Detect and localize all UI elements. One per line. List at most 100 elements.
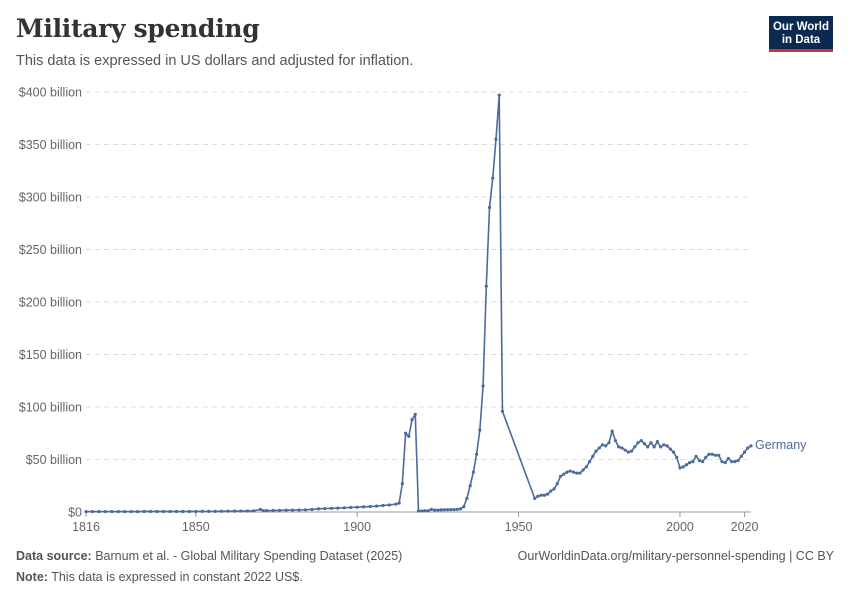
data-point	[710, 452, 714, 456]
data-point	[161, 509, 166, 514]
data-point	[442, 508, 446, 512]
x-tick-label: 1850	[182, 520, 210, 534]
x-tick-label: 2000	[666, 520, 694, 534]
data-point	[394, 502, 398, 506]
data-point	[278, 508, 282, 512]
series-line	[86, 94, 752, 513]
data-point	[629, 449, 634, 453]
series-label: Germany	[755, 438, 807, 452]
data-point	[558, 474, 563, 478]
data-point	[749, 444, 753, 448]
data-point	[416, 509, 421, 513]
y-tick-label: $400 billion	[19, 86, 82, 100]
data-point	[688, 461, 692, 465]
data-point	[713, 453, 718, 457]
data-point	[284, 508, 288, 512]
data-point	[420, 509, 424, 513]
data-point	[662, 443, 666, 447]
data-point	[458, 507, 463, 511]
data-point	[123, 509, 127, 514]
data-point	[142, 509, 146, 514]
data-point	[187, 509, 191, 514]
data-point	[362, 505, 366, 509]
data-point	[465, 496, 469, 500]
data-point	[374, 504, 379, 508]
note-label: Note:	[16, 570, 48, 584]
data-point	[397, 501, 401, 505]
data-point	[462, 505, 466, 509]
data-point	[426, 509, 430, 513]
data-point	[575, 471, 579, 475]
data-point	[604, 444, 608, 448]
data-point	[407, 434, 411, 438]
data-point	[103, 509, 107, 514]
data-point	[323, 506, 327, 511]
data-point	[552, 487, 556, 491]
y-tick-label: $150 billion	[19, 348, 82, 362]
data-source: Data source: Barnum et al. - Global Mili…	[16, 549, 402, 563]
y-tick-label: $50 billion	[26, 453, 82, 467]
data-point	[600, 443, 605, 447]
data-point	[568, 469, 572, 473]
y-axis: $0 $50 billion $100 billion $150 billion $20…	[19, 86, 82, 520]
x-tick-label: 2020	[731, 520, 759, 534]
data-point	[90, 509, 95, 514]
data-point	[439, 508, 443, 512]
data-point	[562, 472, 566, 476]
data-point	[129, 509, 133, 514]
owid-logo[interactable]: Our World in Data	[769, 16, 833, 52]
data-point	[717, 453, 721, 457]
series-layer: Germany	[84, 93, 807, 514]
data-point	[587, 460, 592, 464]
data-point	[555, 482, 559, 486]
data-source-label: Data source:	[16, 549, 92, 563]
data-point	[494, 137, 498, 141]
data-point	[726, 456, 731, 461]
data-point	[742, 450, 747, 454]
data-point	[681, 465, 685, 469]
x-tick-label: 1950	[505, 520, 533, 534]
data-point	[649, 441, 653, 445]
data-point	[546, 492, 550, 496]
data-point	[565, 470, 569, 474]
data-point	[633, 445, 637, 449]
data-point	[491, 176, 495, 180]
data-point	[232, 509, 237, 513]
data-point	[652, 445, 656, 449]
data-point	[207, 509, 211, 513]
y-tick-label: $100 billion	[19, 401, 82, 415]
logo-line-2: in Data	[781, 33, 821, 46]
data-point	[549, 489, 553, 493]
data-point	[584, 465, 588, 469]
data-point	[478, 428, 482, 432]
data-point	[678, 466, 682, 470]
data-point	[445, 508, 450, 512]
x-tick-label: 1900	[343, 520, 371, 534]
data-point	[730, 460, 734, 464]
data-point	[720, 460, 724, 464]
data-point	[452, 507, 456, 512]
data-point	[291, 508, 295, 512]
data-point	[258, 507, 262, 511]
data-point	[578, 471, 582, 475]
data-point	[487, 205, 492, 210]
data-point	[700, 460, 705, 464]
data-point	[245, 509, 250, 513]
data-point	[433, 508, 437, 512]
data-point	[329, 506, 333, 510]
y-tick-label: $200 billion	[19, 296, 82, 310]
source-url-link[interactable]: OurWorldinData.org/military-personnel-sp…	[517, 549, 834, 563]
data-point	[636, 441, 640, 445]
data-point	[739, 454, 743, 458]
data-point	[148, 509, 153, 514]
data-point	[620, 446, 624, 450]
data-point	[597, 446, 601, 450]
data-point	[500, 409, 505, 413]
data-point	[591, 454, 595, 458]
x-axis: 1816 1850 1900 1950 2000 2020	[72, 512, 758, 534]
logo-line-1: Our World	[772, 21, 829, 33]
data-point	[733, 460, 737, 464]
data-source-text: Barnum et al. - Global Military Spending…	[95, 549, 403, 563]
page-subtitle: This data is expressed in US dollars and…	[16, 53, 414, 69]
